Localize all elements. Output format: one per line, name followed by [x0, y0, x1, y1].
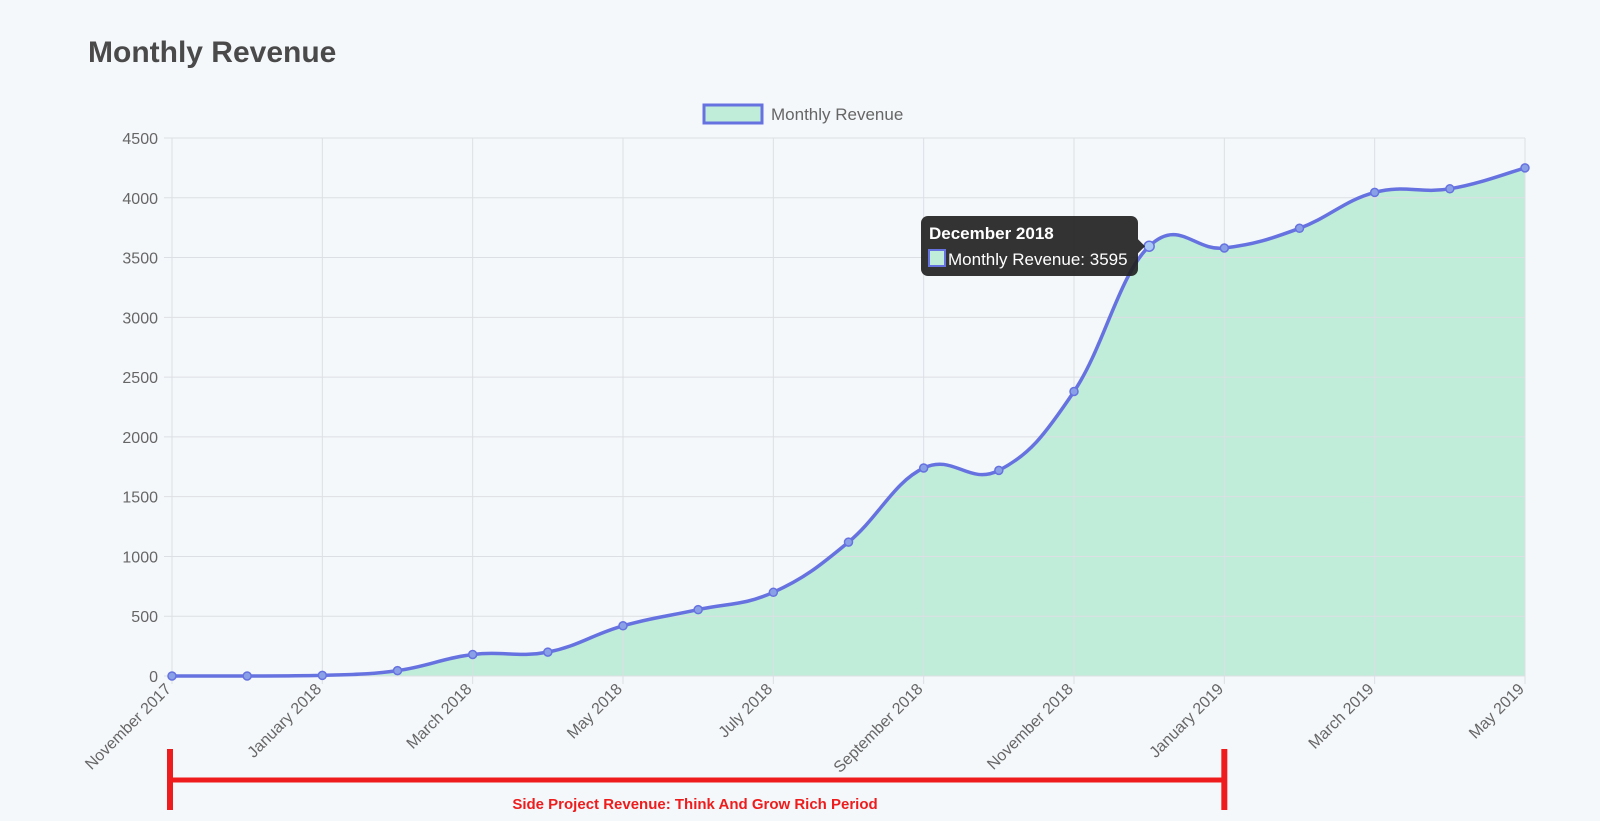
annotation-label: Side Project Revenue: Think And Grow Ric…	[512, 796, 877, 813]
tooltip-swatch	[928, 249, 946, 267]
data-point[interactable]	[1520, 163, 1530, 173]
x-tick-label: November 2017	[82, 681, 175, 774]
x-tick-label: July 2018	[716, 681, 777, 742]
y-tick-label: 2500	[122, 370, 158, 387]
data-point[interactable]	[994, 465, 1004, 476]
y-tick-label: 1500	[122, 490, 158, 507]
data-point[interactable]	[693, 604, 703, 615]
x-tick-label: May 2018	[564, 681, 626, 743]
data-point[interactable]	[467, 649, 478, 660]
y-tick-label: 4000	[122, 191, 158, 208]
x-tick-label: January 2018	[245, 681, 326, 762]
y-tick-label: 4500	[122, 131, 158, 148]
data-point[interactable]	[918, 463, 929, 473]
data-point[interactable]	[167, 671, 177, 681]
data-point[interactable]	[543, 647, 553, 657]
legend-swatch	[702, 103, 764, 125]
data-point[interactable]	[1369, 187, 1380, 198]
x-tick-label: March 2019	[1306, 681, 1378, 753]
y-tick-label: 3000	[122, 310, 158, 327]
tooltip-caret	[1138, 239, 1145, 254]
y-tick-label: 3500	[122, 251, 158, 268]
data-point[interactable]	[1219, 243, 1230, 253]
x-tick-label: November 2018	[984, 681, 1077, 774]
tooltip-label: Monthly Revenue: 3595	[948, 250, 1128, 269]
y-tick-label: 2000	[122, 430, 158, 447]
data-point[interactable]	[1294, 223, 1305, 234]
tooltip-box	[921, 216, 1138, 276]
data-point[interactable]	[843, 537, 854, 547]
revenue-line	[171, 166, 1526, 678]
data-point[interactable]	[1069, 386, 1079, 397]
data-point[interactable]	[618, 621, 628, 631]
y-tick-label: 1000	[122, 549, 158, 566]
data-point[interactable]	[768, 587, 779, 598]
data-point[interactable]	[1445, 184, 1455, 194]
data-point[interactable]	[317, 670, 328, 681]
y-tick-label: 0	[149, 669, 158, 686]
page-title: Monthly Revenue	[88, 36, 337, 69]
data-point[interactable]	[242, 671, 252, 681]
x-tick-label: September 2018	[831, 681, 927, 777]
x-tick-label: May 2019	[1466, 681, 1528, 743]
tooltip-title: December 2018	[929, 224, 1054, 243]
data-point[interactable]	[392, 665, 403, 676]
data-point[interactable]	[1143, 240, 1155, 252]
x-tick-label: March 2018	[404, 681, 476, 753]
y-tick-label: 500	[131, 609, 158, 626]
x-tick-label: January 2019	[1147, 681, 1228, 762]
revenue-area-fill	[172, 167, 1525, 676]
legend-label: Monthly Revenue	[771, 105, 903, 124]
